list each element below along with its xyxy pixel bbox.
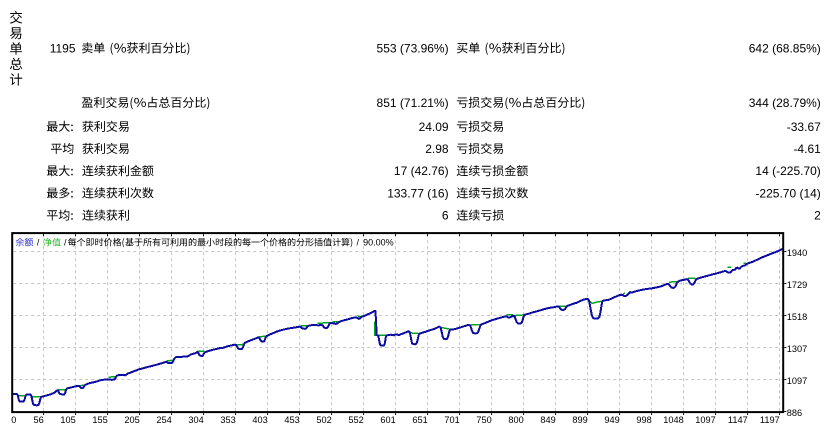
- svg-text:344 (28.79%): 344 (28.79%): [749, 96, 821, 110]
- svg-text:851 (71.21%): 851 (71.21%): [377, 96, 449, 110]
- svg-text:750: 750: [476, 415, 491, 425]
- svg-text:2: 2: [814, 209, 821, 223]
- svg-text:14 (-225.70): 14 (-225.70): [755, 164, 820, 178]
- svg-text:133.77 (16): 133.77 (16): [387, 186, 448, 200]
- svg-text:800: 800: [508, 415, 523, 425]
- svg-text:17 (42.76): 17 (42.76): [394, 164, 449, 178]
- svg-text:353: 353: [220, 415, 235, 425]
- svg-text:1940: 1940: [787, 248, 807, 258]
- svg-text:6: 6: [442, 209, 449, 223]
- svg-text:-225.70 (14): -225.70 (14): [755, 186, 820, 200]
- svg-text:1195: 1195: [50, 41, 76, 55]
- svg-text:651: 651: [412, 415, 427, 425]
- svg-text:886: 886: [787, 408, 802, 418]
- svg-text:/: /: [37, 238, 40, 248]
- svg-text:90.00%: 90.00%: [363, 238, 394, 248]
- svg-text:105: 105: [60, 415, 75, 425]
- svg-text:/: /: [357, 238, 360, 248]
- svg-text:1197: 1197: [760, 415, 780, 425]
- svg-text:1048: 1048: [663, 415, 683, 425]
- svg-text:849: 849: [540, 415, 555, 425]
- svg-text:552: 552: [348, 415, 363, 425]
- svg-text:899: 899: [572, 415, 587, 425]
- svg-text:56: 56: [33, 415, 43, 425]
- svg-text:553 (73.96%): 553 (73.96%): [377, 41, 449, 55]
- svg-text:1729: 1729: [787, 280, 807, 290]
- svg-text:155: 155: [92, 415, 107, 425]
- svg-text:1307: 1307: [787, 344, 807, 354]
- svg-text:2.98: 2.98: [425, 142, 449, 156]
- svg-text:1147: 1147: [728, 415, 748, 425]
- svg-text:601: 601: [380, 415, 395, 425]
- svg-text:24.09: 24.09: [419, 120, 449, 134]
- svg-text:1097: 1097: [695, 415, 715, 425]
- svg-text:1097: 1097: [787, 376, 807, 386]
- svg-text:701: 701: [444, 415, 459, 425]
- svg-text:205: 205: [124, 415, 139, 425]
- svg-text:642 (68.85%): 642 (68.85%): [749, 41, 821, 55]
- svg-text:-4.61: -4.61: [793, 142, 821, 156]
- svg-text:254: 254: [156, 415, 171, 425]
- svg-text:453: 453: [284, 415, 299, 425]
- svg-text:-33.67: -33.67: [787, 120, 821, 134]
- svg-text:998: 998: [636, 415, 651, 425]
- svg-text:304: 304: [188, 415, 203, 425]
- svg-text:502: 502: [316, 415, 331, 425]
- svg-text:1518: 1518: [787, 312, 807, 322]
- svg-text:0: 0: [11, 415, 16, 425]
- svg-text:403: 403: [252, 415, 267, 425]
- svg-text:/: /: [64, 238, 67, 248]
- svg-text:949: 949: [604, 415, 619, 425]
